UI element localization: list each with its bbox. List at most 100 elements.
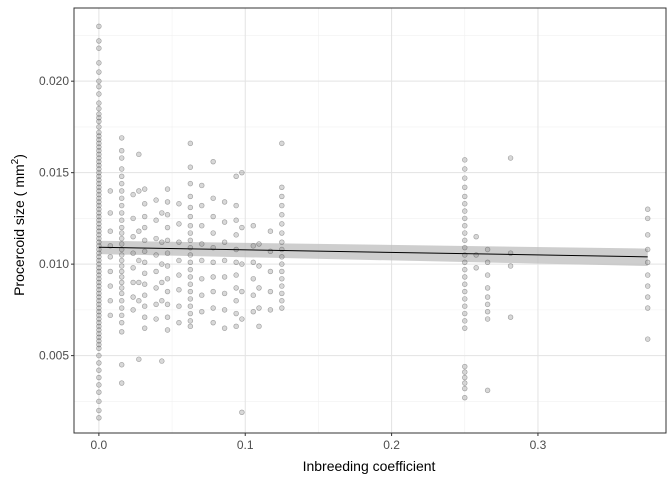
data-point	[130, 294, 136, 300]
data-point	[96, 133, 102, 139]
data-point	[119, 148, 125, 154]
data-point	[96, 217, 102, 223]
data-point	[279, 298, 285, 304]
data-point	[176, 287, 182, 293]
data-point	[96, 268, 102, 275]
data-point	[136, 151, 142, 158]
data-point	[96, 374, 102, 381]
data-point	[141, 259, 148, 266]
data-point	[119, 285, 125, 291]
data-point	[96, 261, 102, 267]
data-point	[462, 281, 468, 287]
data-point	[96, 195, 102, 201]
data-point	[96, 283, 102, 289]
data-point	[164, 186, 171, 192]
data-point	[141, 248, 148, 255]
data-point	[96, 316, 102, 322]
data-point	[119, 246, 125, 253]
data-point	[645, 272, 651, 278]
data-point	[130, 307, 136, 313]
data-point	[153, 217, 159, 223]
data-point	[164, 314, 171, 320]
data-point	[119, 155, 125, 161]
data-point	[96, 191, 102, 198]
data-point	[96, 298, 102, 304]
data-point	[96, 319, 102, 326]
y-tick-label: 0.005	[39, 349, 69, 363]
data-point	[462, 201, 468, 207]
fit-line-layer	[98, 246, 648, 258]
data-point	[187, 252, 194, 258]
data-point	[210, 259, 216, 266]
data-point	[221, 307, 228, 313]
data-point	[507, 263, 514, 269]
data-point	[199, 182, 205, 189]
data-point	[279, 202, 285, 209]
data-point	[462, 237, 468, 244]
data-point	[462, 230, 468, 236]
data-point	[645, 283, 651, 289]
data-point	[141, 213, 148, 220]
data-point	[153, 252, 159, 258]
data-point	[159, 239, 165, 245]
data-point	[462, 244, 468, 251]
data-point	[119, 230, 125, 236]
data-point	[176, 319, 182, 326]
data-point	[96, 232, 102, 238]
data-point	[96, 38, 102, 44]
data-point	[159, 210, 165, 216]
data-point	[210, 288, 216, 295]
y-axis-title-close: )	[11, 154, 27, 159]
data-point	[221, 239, 228, 245]
data-point	[130, 215, 136, 222]
data-point	[96, 151, 102, 158]
data-point	[96, 407, 102, 414]
data-point	[164, 327, 171, 333]
data-point	[107, 228, 113, 234]
data-point	[199, 223, 205, 229]
data-point	[96, 69, 102, 75]
data-point	[119, 252, 125, 258]
data-point	[136, 356, 142, 362]
data-point	[187, 193, 194, 200]
data-point	[187, 230, 194, 236]
x-tick-label: 0.0	[91, 438, 108, 452]
data-point	[96, 162, 102, 169]
data-point	[141, 314, 148, 320]
data-point	[645, 259, 651, 266]
data-point	[279, 268, 285, 275]
data-point	[279, 261, 285, 267]
data-point	[279, 305, 285, 311]
data-point	[107, 312, 113, 319]
data-point	[279, 246, 285, 253]
data-point	[164, 250, 171, 256]
data-point	[462, 266, 468, 273]
data-point	[141, 325, 148, 331]
data-point	[221, 199, 228, 205]
x-tick-label: 0.2	[383, 438, 400, 452]
data-point	[96, 140, 102, 147]
data-point	[210, 158, 216, 165]
data-point	[96, 202, 102, 209]
data-point	[199, 309, 205, 315]
data-point	[119, 319, 125, 326]
data-point	[96, 294, 102, 300]
data-point	[96, 78, 102, 84]
data-point	[96, 341, 102, 348]
data-point	[462, 184, 468, 190]
data-point	[187, 213, 194, 220]
data-point	[141, 201, 148, 207]
data-point	[210, 213, 216, 220]
data-point	[239, 409, 245, 416]
data-point	[164, 199, 171, 205]
y-axis-title: Procercoid size (mm2)	[10, 154, 27, 296]
data-point	[250, 223, 256, 229]
data-point	[119, 305, 125, 311]
data-point	[239, 261, 245, 267]
data-point	[159, 261, 165, 267]
data-point	[119, 274, 125, 280]
data-point	[267, 268, 274, 275]
data-point	[233, 310, 239, 317]
data-point	[267, 288, 274, 295]
data-point	[484, 309, 491, 315]
